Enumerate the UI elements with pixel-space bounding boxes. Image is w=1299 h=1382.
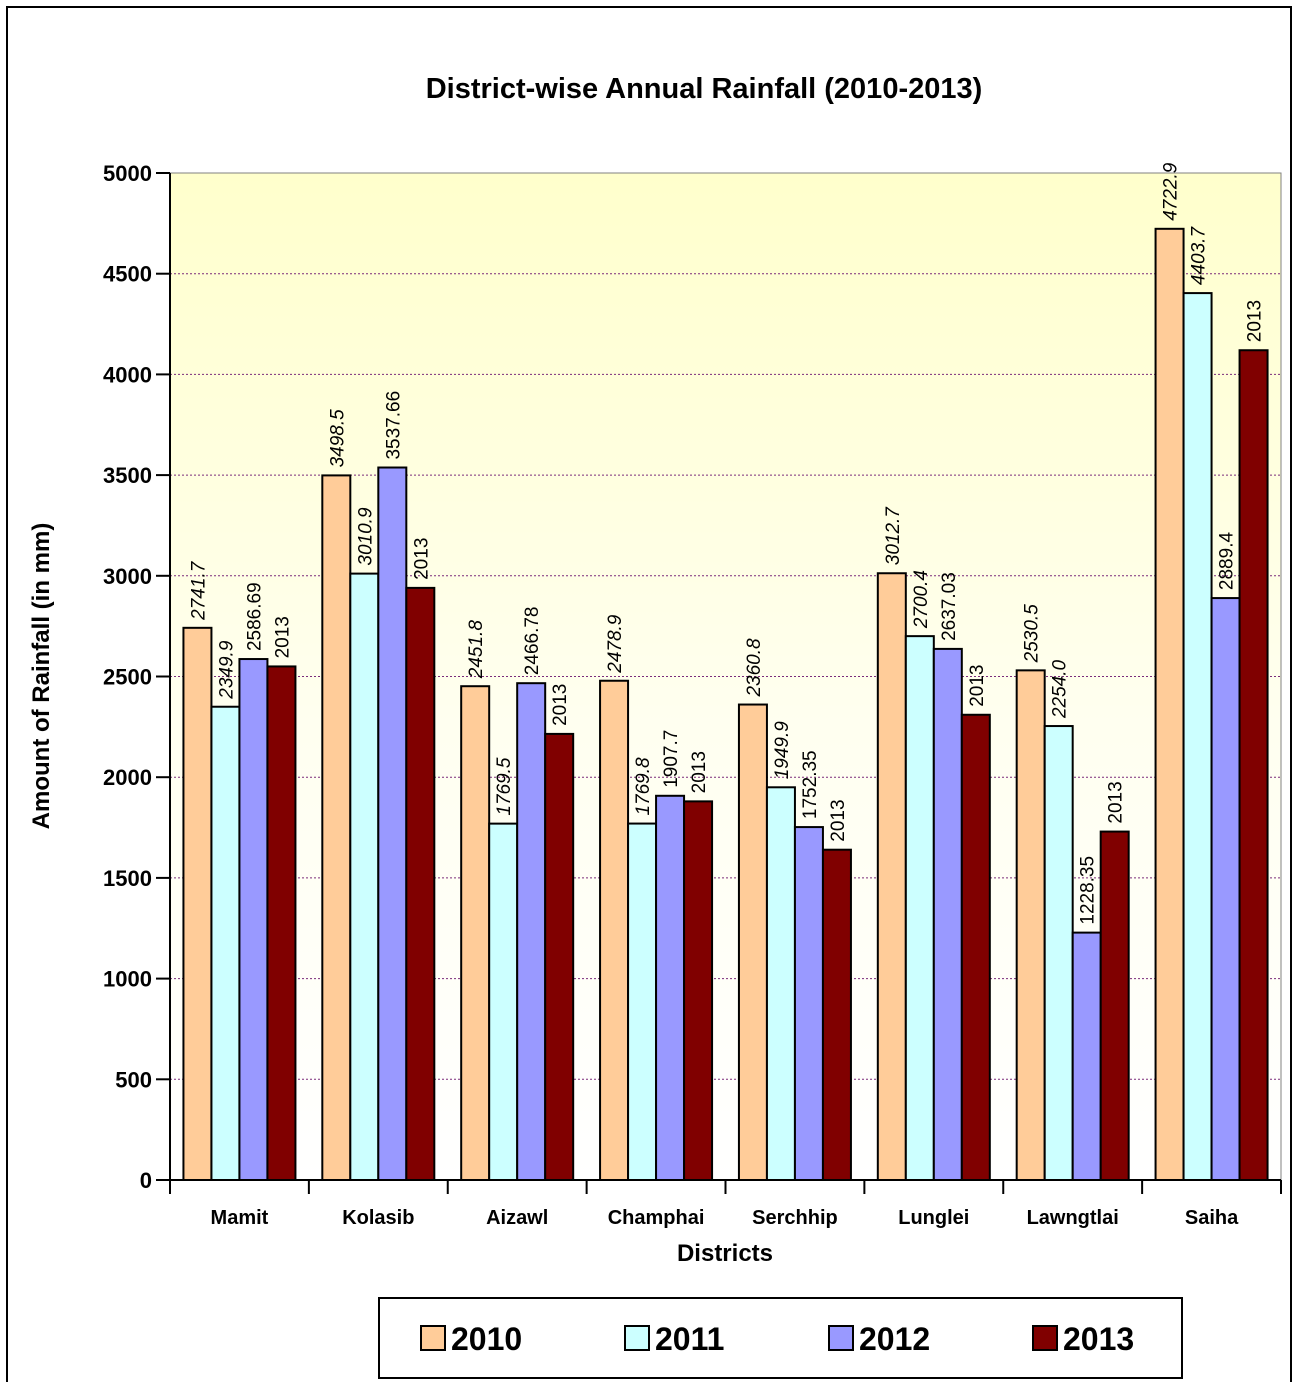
legend-swatch-2013 — [1032, 1325, 1058, 1351]
bar-2010-mamit — [182, 626, 213, 1181]
y-tick-label: 3500 — [103, 463, 152, 488]
bar-2013-kolasib — [405, 586, 436, 1181]
bar-2010-lawngtlai — [1015, 669, 1046, 1181]
bar-2013-aizawl — [544, 732, 575, 1181]
x-tick-label: Kolasib — [342, 1207, 414, 1229]
y-axis-label: Amount of Rainfall (in mm) — [28, 523, 55, 830]
x-axis-label: Districts — [677, 1240, 773, 1267]
bar-2010-lunglei — [876, 572, 907, 1181]
bar-2012-champhai — [655, 794, 686, 1182]
data-label: 2466.78 — [522, 607, 543, 676]
bar-2013-serchhip — [821, 848, 852, 1181]
data-label: 2013 — [689, 751, 710, 793]
bar-2012-kolasib — [377, 466, 408, 1182]
data-label: 1907.7 — [661, 730, 682, 788]
data-label: 1228.35 — [1078, 856, 1099, 925]
data-label: 2741.7 — [188, 560, 209, 621]
x-tick-label: Champhai — [608, 1207, 705, 1229]
chart-title: District-wise Annual Rainfall (2010-2013… — [426, 73, 983, 105]
data-label: 3012.7 — [883, 506, 904, 566]
data-label: 2586.69 — [244, 582, 265, 651]
data-label: 2451.8 — [466, 620, 487, 680]
data-label: 2637.03 — [939, 572, 960, 641]
data-label: 2700.4 — [911, 570, 932, 629]
data-labels: 2741.7 2349.9 2586.69 2013 3498.5 3010.9 3537.… — [188, 162, 1265, 924]
x-tick-label: Aizawl — [486, 1207, 548, 1229]
legend-label-2012: 2012 — [859, 1321, 930, 1357]
legend-swatch-2010 — [420, 1325, 446, 1351]
y-tick-label: 5000 — [103, 161, 152, 186]
data-label: 2889.4 — [1217, 532, 1238, 591]
data-label: 1949.9 — [772, 721, 793, 780]
bar-2010-serchhip — [737, 703, 768, 1181]
legend-swatch-2011 — [624, 1325, 650, 1351]
data-label: 3498.5 — [327, 409, 348, 468]
y-tick-label: 3000 — [103, 564, 152, 589]
data-label: 2360.8 — [744, 638, 765, 698]
bar-2012-mamit — [238, 658, 269, 1181]
y-tick-label: 4500 — [103, 262, 152, 287]
y-tick-label: 0 — [140, 1168, 152, 1193]
y-tick-label: 1500 — [103, 866, 152, 891]
bar-2012-lunglei — [932, 647, 963, 1181]
legend-label-2010: 2010 — [451, 1321, 522, 1357]
bar-2013-mamit — [266, 665, 297, 1181]
data-label: 2478.9 — [605, 614, 626, 674]
data-label: 4403.7 — [1189, 226, 1210, 286]
bar-2011-serchhip — [765, 786, 796, 1182]
bar-2011-lawngtlai — [1043, 725, 1074, 1181]
bar-2013-saiha — [1238, 349, 1269, 1181]
legend-swatch-2012 — [828, 1325, 854, 1351]
data-label: 2013 — [828, 799, 849, 841]
y-tick-label: 2500 — [103, 665, 152, 690]
data-label: 4722.9 — [1161, 162, 1182, 221]
bar-2013-champhai — [683, 800, 714, 1181]
bar-2012-serchhip — [793, 826, 824, 1181]
data-label: 2530.5 — [1022, 604, 1043, 664]
bar-2013-lunglei — [960, 713, 991, 1181]
data-label: 2013 — [967, 664, 988, 706]
data-label: 2013 — [272, 616, 293, 658]
x-tick-label: Lawngtlai — [1027, 1207, 1119, 1229]
x-tick-label: Serchhip — [752, 1207, 838, 1229]
data-label: 3537.66 — [383, 391, 404, 460]
axes: 0 500 1000 1500 2000 2500 3000 3500 4000 4500 5000… — [103, 161, 1282, 1229]
bar-2011-saiha — [1182, 292, 1213, 1181]
legend-label-2011: 2011 — [655, 1321, 724, 1357]
data-label: 2013 — [1106, 781, 1127, 823]
bar-2012-aizawl — [516, 682, 547, 1181]
bar-2011-kolasib — [349, 572, 380, 1181]
bar-2011-champhai — [627, 822, 658, 1181]
data-label: 2349.9 — [216, 640, 237, 700]
data-label: 3010.9 — [355, 507, 376, 566]
y-tick-label: 2000 — [103, 765, 152, 790]
bar-2010-saiha — [1154, 227, 1185, 1182]
data-label: 1769.8 — [633, 757, 654, 816]
x-tick-label: Lunglei — [898, 1207, 969, 1229]
bars — [182, 227, 1269, 1182]
bar-2011-mamit — [210, 705, 241, 1182]
bar-2010-champhai — [599, 679, 630, 1181]
bar-2012-saiha — [1210, 597, 1241, 1181]
bar-2010-kolasib — [321, 474, 352, 1181]
y-tick-label: 1000 — [103, 967, 152, 992]
data-label: 2254.0 — [1050, 659, 1071, 719]
y-tick-label: 500 — [115, 1067, 152, 1092]
data-label: 2013 — [411, 538, 432, 580]
x-tick-label: Saiha — [1185, 1207, 1239, 1229]
legend-label-2013: 2013 — [1063, 1321, 1134, 1357]
bar-2011-aizawl — [488, 822, 519, 1181]
bar-2012-lawngtlai — [1071, 931, 1102, 1181]
data-label: 2013 — [550, 684, 571, 726]
legend: 2010 2011 2012 2013 — [378, 1297, 1183, 1379]
x-tick-label: Mamit — [211, 1207, 269, 1229]
data-label: 1769.5 — [494, 757, 515, 816]
bar-2011-lunglei — [904, 635, 935, 1181]
data-label: 1752.35 — [800, 750, 821, 819]
data-label: 2013 — [1245, 300, 1266, 342]
bar-2010-aizawl — [460, 685, 491, 1181]
y-tick-label: 4000 — [103, 362, 152, 387]
bar-2013-lawngtlai — [1099, 830, 1130, 1181]
